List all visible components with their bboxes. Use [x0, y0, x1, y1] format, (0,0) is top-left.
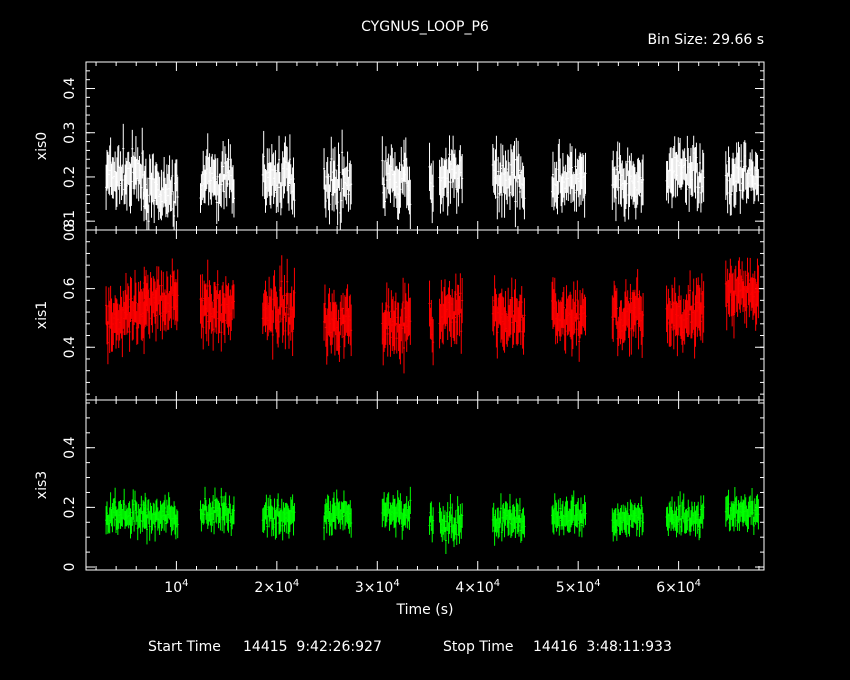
start-time-value: 14415 9:42:26:927 [243, 639, 382, 655]
y-tick-label: 0.6 [62, 277, 78, 299]
y-tick-label: 0.3 [62, 122, 78, 144]
panels: 0.1 0.2 0.3 0.4 xis0 0.4 0.6 0.8 xis1 0 0.2 0.4 xis3… [34, 61, 765, 596]
y-tick-label: 0.4 [62, 336, 78, 358]
series-xis3 [105, 486, 760, 555]
y-tick-label: 0.2 [62, 496, 78, 518]
start-time-label: Start Time [148, 639, 221, 655]
x-tick-label: 5×104 [556, 578, 601, 596]
y-tick-label: 0.2 [62, 166, 78, 188]
x-tick-label: 4×104 [455, 578, 500, 596]
bin-size-label: Bin Size: 29.66 s [647, 32, 764, 48]
x-tick-label: 3×104 [355, 578, 400, 596]
series-xis1 [105, 255, 760, 374]
x-tick-label: 2×104 [254, 578, 299, 596]
chart-title: CYGNUS_LOOP_P6 [361, 19, 489, 35]
panel-xis1: 0.4 0.6 0.8 xis1 [34, 219, 765, 401]
y-axis-label-xis1: xis1 [34, 301, 50, 329]
panel-frame [85, 399, 765, 571]
stop-time-label: Stop Time [443, 639, 514, 655]
panel-frame [85, 61, 765, 231]
y-tick-label: 0.4 [62, 436, 78, 458]
panel-xis3: 0 0.2 0.4 xis3 [34, 399, 765, 572]
series-xis0 [105, 123, 760, 230]
y-tick-label: 0.8 [62, 219, 78, 241]
panel-frame [85, 229, 765, 401]
stop-time-value: 14416 3:48:11:933 [533, 639, 672, 655]
y-tick-label: 0.4 [62, 77, 78, 99]
panel-xis0: 0.1 0.2 0.3 0.4 xis0 [34, 61, 765, 232]
y-axis-label-xis3: xis3 [34, 471, 50, 499]
y-tick-label: 0.1 [62, 210, 78, 232]
y-tick-label: 0 [62, 563, 78, 572]
x-axis-label: Time (s) [396, 602, 454, 618]
x-tick-label: 104 [164, 578, 188, 596]
x-tick-label: 6×104 [656, 578, 701, 596]
footer: Start Time 14415 9:42:26:927 Stop Time 1… [148, 639, 672, 655]
y-axis-label-xis0: xis0 [34, 132, 50, 160]
